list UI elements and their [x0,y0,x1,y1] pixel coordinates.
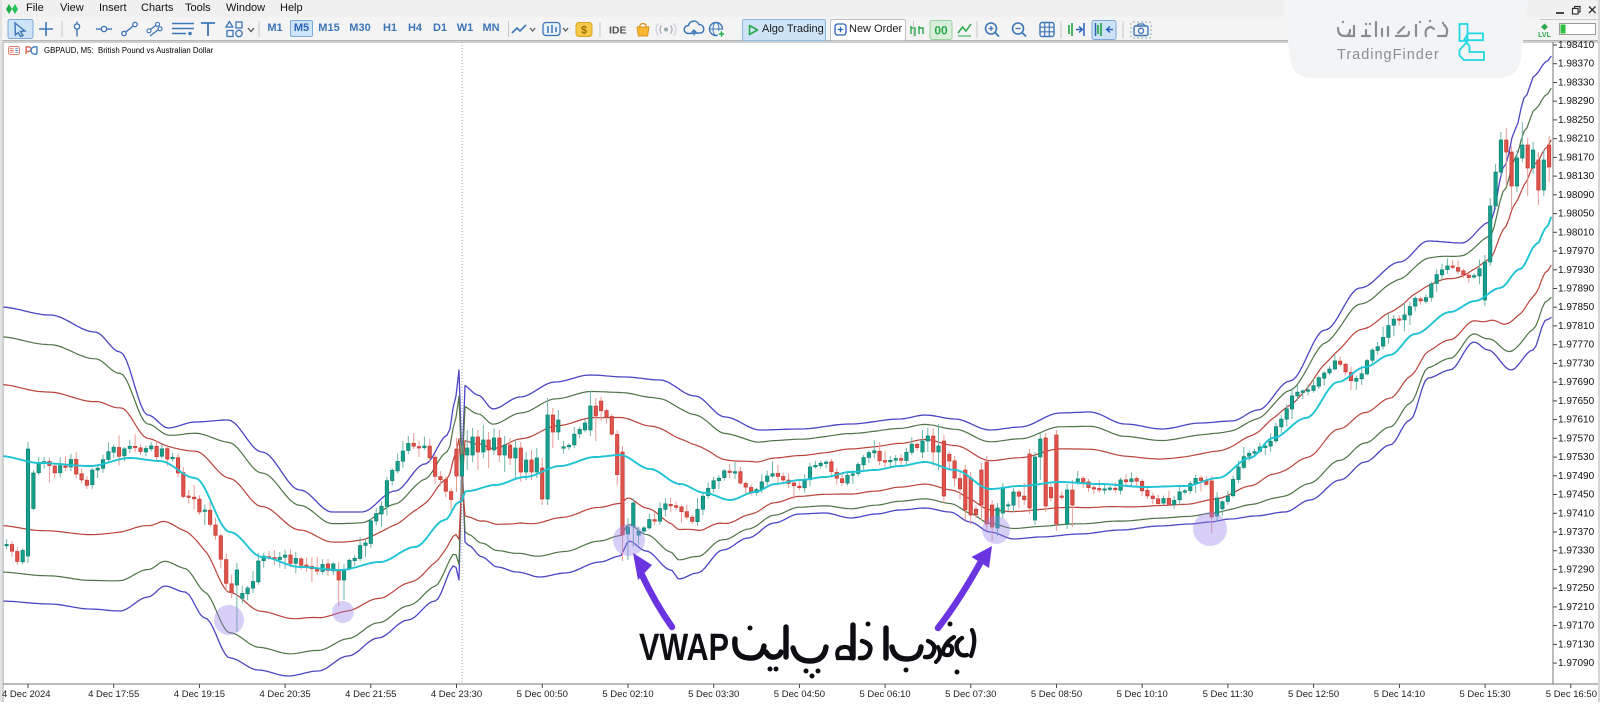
svg-text:1.97930: 1.97930 [1558,265,1595,276]
svg-text:4 Dec 17:55: 4 Dec 17:55 [88,689,139,700]
svg-text:VWAP: VWAP [639,627,729,669]
svg-text:4 Dec 23:30: 4 Dec 23:30 [431,689,482,700]
svg-text:1.97250: 1.97250 [1558,583,1595,594]
svg-text:1.97970: 1.97970 [1558,246,1595,257]
svg-text:1.98250: 1.98250 [1558,115,1595,126]
svg-text:1.97410: 1.97410 [1558,508,1595,519]
svg-text:1.97690: 1.97690 [1558,377,1595,388]
svg-text:1.98090: 1.98090 [1558,190,1595,201]
svg-text:1.97290: 1.97290 [1558,564,1595,575]
svg-text:1.97130: 1.97130 [1558,639,1595,650]
svg-text:4 Dec 20:35: 4 Dec 20:35 [259,689,310,700]
svg-text:1.97650: 1.97650 [1558,396,1595,407]
svg-text:1.97330: 1.97330 [1558,546,1595,557]
svg-text:1.98170: 1.98170 [1558,152,1595,163]
svg-text:5 Dec 12:50: 5 Dec 12:50 [1288,689,1339,700]
svg-text:LVL: LVL [1538,32,1551,39]
svg-text:1.97210: 1.97210 [1558,602,1595,613]
svg-text:1.97810: 1.97810 [1558,321,1595,332]
svg-text:1.97850: 1.97850 [1558,302,1595,313]
svg-text:1.98370: 1.98370 [1558,59,1595,70]
svg-text:5 Dec 15:30: 5 Dec 15:30 [1459,689,1510,700]
svg-text:5 Dec 00:50: 5 Dec 00:50 [517,689,568,700]
svg-text:00: 00 [934,24,948,38]
svg-text:1.98010: 1.98010 [1558,227,1595,238]
svg-text:5 Dec 06:10: 5 Dec 06:10 [859,689,910,700]
svg-text:5 Dec 14:10: 5 Dec 14:10 [1374,689,1425,700]
svg-text:1.97450: 1.97450 [1558,490,1595,501]
svg-text:5 Dec 11:30: 5 Dec 11:30 [1203,689,1254,700]
svg-text:1.98410: 1.98410 [1558,40,1595,51]
svg-text:1.97890: 1.97890 [1558,284,1595,295]
svg-text:1.98130: 1.98130 [1558,171,1595,182]
svg-text:5 Dec 02:10: 5 Dec 02:10 [602,689,653,700]
svg-text:5 Dec 03:30: 5 Dec 03:30 [688,689,739,700]
svg-text:1.98210: 1.98210 [1558,134,1595,145]
svg-text:1.97090: 1.97090 [1558,658,1595,669]
svg-text:IDE: IDE [609,25,627,37]
svg-text:5 Dec 07:30: 5 Dec 07:30 [945,689,996,700]
svg-text:5 Dec 08:50: 5 Dec 08:50 [1031,689,1082,700]
svg-text:5 Dec 10:10: 5 Dec 10:10 [1117,689,1168,700]
svg-text:5 Dec 16:50: 5 Dec 16:50 [1546,689,1597,700]
svg-text:1.98290: 1.98290 [1558,96,1595,107]
svg-text:4 Dec 21:55: 4 Dec 21:55 [345,689,396,700]
svg-text:$: $ [581,25,587,37]
svg-text:1.97610: 1.97610 [1558,415,1595,426]
svg-text:4 Dec 19:15: 4 Dec 19:15 [174,689,225,700]
svg-text:1.98330: 1.98330 [1558,78,1595,89]
svg-text:1.97490: 1.97490 [1558,471,1595,482]
svg-text:5 Dec 04:50: 5 Dec 04:50 [774,689,825,700]
svg-text:TradingFinder: TradingFinder [1337,47,1440,63]
svg-text:1.98050: 1.98050 [1558,209,1595,220]
svg-text:1.97730: 1.97730 [1558,358,1595,369]
svg-text:1.97530: 1.97530 [1558,452,1595,463]
svg-text:1.97770: 1.97770 [1558,340,1595,351]
svg-text:1.97370: 1.97370 [1558,527,1595,538]
svg-text:1.97570: 1.97570 [1558,433,1595,444]
svg-text:4 Dec 2024: 4 Dec 2024 [2,689,51,700]
svg-text:1.97170: 1.97170 [1558,621,1595,632]
